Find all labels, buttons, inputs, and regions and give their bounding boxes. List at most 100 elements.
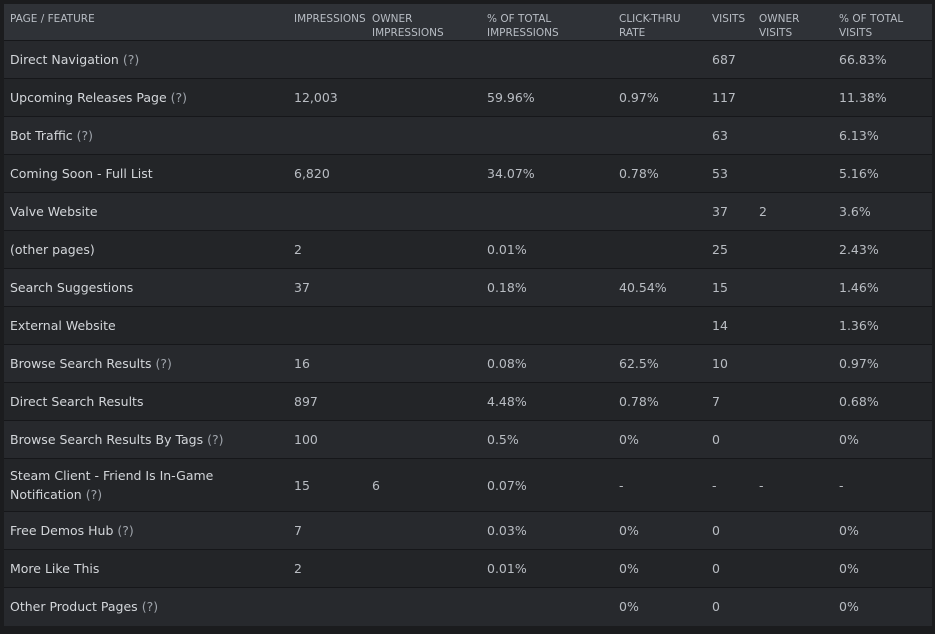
owner-impressions-cell bbox=[366, 116, 481, 155]
page-feature-label: Valve Website bbox=[10, 204, 98, 219]
help-icon[interactable]: (?) bbox=[85, 487, 103, 502]
owner-visits-cell bbox=[753, 420, 833, 459]
owner-visits-cell bbox=[753, 154, 833, 193]
click-thru-rate-cell bbox=[613, 306, 706, 345]
header-click-thru-rate[interactable]: CLICK-THRU RATE bbox=[613, 4, 706, 41]
visits-cell: 687 bbox=[706, 40, 753, 79]
header-page-feature[interactable]: PAGE / FEATURE bbox=[4, 4, 288, 41]
visits-cell: 0 bbox=[706, 511, 753, 550]
pct-visits-cell: 0% bbox=[833, 420, 932, 459]
header-impressions[interactable]: IMPRESSIONS bbox=[288, 4, 366, 41]
header-owner-impressions[interactable]: OWNER IMPRESSIONS bbox=[366, 4, 481, 41]
owner-visits-cell: 2 bbox=[753, 192, 833, 231]
impressions-cell: 37 bbox=[288, 268, 366, 307]
help-icon[interactable]: (?) bbox=[207, 432, 224, 447]
click-thru-rate-cell bbox=[613, 230, 706, 269]
pct-impressions-cell: 0.07% bbox=[481, 458, 613, 512]
table-row: Bot Traffic (?) 63 6.13% bbox=[4, 116, 932, 155]
header-owner-visits[interactable]: OWNER VISITS bbox=[753, 4, 833, 41]
help-icon[interactable]: (?) bbox=[141, 599, 159, 615]
owner-visits-cell bbox=[753, 306, 833, 345]
owner-visits-cell bbox=[753, 268, 833, 307]
header-pct-impressions[interactable]: % OF TOTAL IMPRESSIONS bbox=[481, 4, 613, 41]
visits-cell: 0 bbox=[706, 549, 753, 588]
owner-visits-cell bbox=[753, 116, 833, 155]
pct-visits-cell: 1.36% bbox=[833, 306, 932, 345]
pct-impressions-cell: 0.01% bbox=[481, 230, 613, 269]
click-thru-rate-cell: - bbox=[613, 458, 706, 512]
owner-impressions-cell bbox=[366, 268, 481, 307]
page-feature-label: External Website bbox=[10, 318, 116, 333]
page-feature-label: (other pages) bbox=[10, 242, 95, 257]
table-row: More Like This 2 0.01% 0% 0 0% bbox=[4, 549, 932, 588]
page-feature-label: Upcoming Releases Page bbox=[10, 90, 167, 105]
table-row: Search Suggestions 37 0.18% 40.54% 15 1.… bbox=[4, 268, 932, 307]
click-thru-rate-cell: 0.97% bbox=[613, 78, 706, 117]
table-row: External Website 14 1.36% bbox=[4, 306, 932, 345]
owner-visits-cell bbox=[753, 230, 833, 269]
page-feature-label: Browse Search Results bbox=[10, 356, 152, 371]
help-icon[interactable]: (?) bbox=[117, 523, 134, 538]
table-row: Browse Search Results By Tags (?) 100 0.5… bbox=[4, 420, 932, 459]
table-row: Free Demos Hub (?) 7 0.03% 0% 0 0% bbox=[4, 511, 932, 550]
help-icon[interactable]: (?) bbox=[170, 90, 188, 105]
pct-visits-cell: 3.6% bbox=[833, 192, 932, 231]
impressions-cell: 897 bbox=[288, 382, 366, 421]
visits-cell: 15 bbox=[706, 268, 753, 307]
table-row: Upcoming Releases Page (?) 12,003 59.96% … bbox=[4, 78, 932, 117]
owner-visits-cell bbox=[753, 549, 833, 588]
owner-visits-cell bbox=[753, 382, 833, 421]
visits-cell: 7 bbox=[706, 382, 753, 421]
pct-visits-cell: 1.46% bbox=[833, 268, 932, 307]
page-feature-label: Search Suggestions bbox=[10, 280, 134, 295]
page-feature-cell: Direct Navigation (?) bbox=[4, 40, 288, 79]
header-pct-visits[interactable]: % OF TOTAL VISITS bbox=[833, 4, 932, 41]
visits-cell: 14 bbox=[706, 306, 753, 345]
owner-visits-cell bbox=[753, 40, 833, 79]
page-feature-cell: Browse Search Results (?) bbox=[4, 344, 288, 383]
impressions-cell bbox=[288, 116, 366, 155]
impressions-cell: 12,003 bbox=[288, 78, 366, 117]
help-icon[interactable]: (?) bbox=[155, 356, 172, 371]
click-thru-rate-cell: 0% bbox=[613, 549, 706, 588]
pct-visits-cell: 2.43% bbox=[833, 230, 932, 269]
header-visits[interactable]: VISITS bbox=[706, 4, 753, 41]
table-row: Coming Soon - Full List 6,820 34.07% 0.7… bbox=[4, 154, 932, 193]
click-thru-rate-cell: 0.78% bbox=[613, 382, 706, 421]
visits-cell: 53 bbox=[706, 154, 753, 193]
owner-impressions-cell bbox=[366, 230, 481, 269]
click-thru-rate-cell: 0.78% bbox=[613, 154, 706, 193]
owner-impressions-cell bbox=[366, 587, 481, 626]
page-feature-cell: More Like This bbox=[4, 549, 288, 588]
pct-impressions-cell: 0.5% bbox=[481, 420, 613, 459]
pct-visits-cell: 5.16% bbox=[833, 154, 932, 193]
table-row: Valve Website 37 2 3.6% bbox=[4, 192, 932, 231]
page-feature-cell: Steam Client - Friend Is In-Game Notific… bbox=[4, 458, 288, 512]
owner-visits-cell bbox=[753, 511, 833, 550]
help-icon[interactable]: (?) bbox=[76, 128, 94, 143]
impressions-cell bbox=[288, 306, 366, 345]
pct-visits-cell: 0% bbox=[833, 511, 932, 550]
help-icon[interactable]: (?) bbox=[122, 52, 140, 67]
visits-cell: 25 bbox=[706, 230, 753, 269]
table-row: (other pages) 2 0.01% 25 2.43% bbox=[4, 230, 932, 269]
pct-impressions-cell bbox=[481, 40, 613, 79]
impressions-cell bbox=[288, 40, 366, 79]
page-feature-label: Bot Traffic bbox=[10, 128, 73, 143]
click-thru-rate-cell: 40.54% bbox=[613, 268, 706, 307]
page-feature-cell: Other Product Pages (?) bbox=[4, 587, 288, 626]
page-feature-label: Free Demos Hub bbox=[10, 523, 114, 538]
owner-visits-cell bbox=[753, 78, 833, 117]
page-feature-cell: Valve Website bbox=[4, 192, 288, 231]
pct-impressions-cell: 59.96% bbox=[481, 78, 613, 117]
table-row: Direct Search Results 897 4.48% 0.78% 7 … bbox=[4, 382, 932, 421]
click-thru-rate-cell bbox=[613, 116, 706, 155]
table-row: Browse Search Results (?) 16 0.08% 62.5% … bbox=[4, 344, 932, 383]
page-feature-label: Coming Soon - Full List bbox=[10, 166, 153, 181]
page-feature-cell: Coming Soon - Full List bbox=[4, 154, 288, 193]
owner-impressions-cell bbox=[366, 306, 481, 345]
page-feature-cell: (other pages) bbox=[4, 230, 288, 269]
pct-impressions-cell: 0.18% bbox=[481, 268, 613, 307]
page-feature-cell: Search Suggestions bbox=[4, 268, 288, 307]
